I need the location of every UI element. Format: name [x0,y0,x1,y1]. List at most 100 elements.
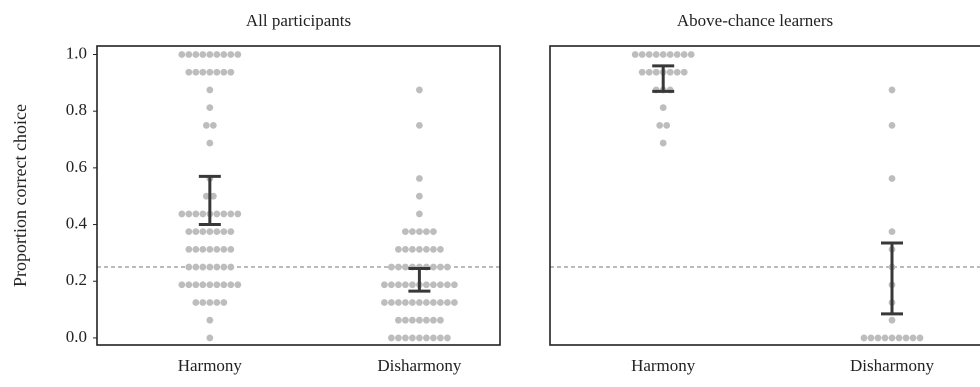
data-point [909,334,917,342]
data-point [645,51,653,58]
data-point [416,192,423,200]
data-point [402,245,409,253]
data-point [423,299,430,306]
y-tick-label: 1.0 [66,43,87,62]
data-point [888,228,896,236]
data-point [402,263,409,271]
data-point [202,121,210,129]
data-point [416,86,423,94]
data-point [631,51,639,58]
data-point [213,210,221,218]
x-tick-label: Disharmony [850,356,935,375]
y-tick-label: 0.6 [66,157,87,176]
data-point [416,299,423,306]
data-point [437,316,444,324]
data-point [409,334,416,342]
data-point [199,228,207,236]
data-point [192,210,200,218]
data-point [213,245,221,253]
data-point [199,245,207,253]
data-point [202,192,210,200]
data-point [220,51,228,58]
data-point [220,245,228,253]
data-point [416,175,423,182]
data-point [867,334,875,342]
y-tick-label: 0.8 [66,100,87,119]
data-point [227,263,235,271]
panel-title: All participants [246,11,351,30]
data-point [192,281,200,289]
data-point [185,51,193,58]
data-point [451,299,458,306]
data-point [185,228,193,236]
data-point [199,263,207,271]
data-point [409,245,416,253]
data-point [209,121,217,129]
data-point [388,281,395,289]
x-tick-label: Harmony [631,356,696,375]
data-point [666,68,674,76]
data-point [213,263,221,271]
data-point [206,281,214,289]
data-point [206,68,214,76]
data-point [673,68,681,76]
data-point [227,228,235,236]
data-point [916,334,924,342]
data-point [423,281,430,289]
data-point [437,245,444,253]
data-point [409,228,416,236]
data-point [416,334,423,342]
data-point [673,51,681,58]
y-tick-label: 0.2 [66,270,87,289]
plot-frame [549,45,980,346]
data-point [874,334,882,342]
data-point [652,68,660,76]
data-point [178,281,186,289]
data-point [430,245,437,253]
data-point [888,316,896,324]
data-point [423,245,430,253]
data-point [680,68,688,76]
x-tick-label: Harmony [178,356,243,375]
data-point [430,334,437,342]
data-point [423,316,430,324]
data-point [199,51,207,58]
data-point [409,316,416,324]
data-point [395,281,402,289]
data-point [234,210,242,218]
plot-frame [96,45,501,346]
data-point [402,316,409,324]
data-point [416,210,423,218]
data-point [206,228,214,236]
data-point [213,299,221,306]
data-point [444,299,451,306]
data-point [860,334,868,342]
data-point [192,263,200,271]
data-point [451,281,458,289]
data-point [206,299,214,306]
data-point [192,245,200,253]
data-point [902,334,910,342]
data-point [402,334,409,342]
data-point [659,139,667,147]
data-point [199,299,207,306]
data-point [206,263,214,271]
data-point [895,334,903,342]
data-point [199,210,207,218]
y-tick-label: 0.4 [66,213,88,232]
data-point [206,104,214,112]
data-point [663,121,671,129]
data-point [444,263,451,271]
data-point [178,51,186,58]
data-point [645,68,653,76]
data-point [430,228,437,236]
y-tick-label: 0.0 [66,327,87,346]
data-point [409,281,416,289]
data-point [206,334,214,342]
data-point [206,245,214,253]
data-point [680,51,688,58]
data-point [888,121,896,129]
data-point [227,281,235,289]
data-point [199,281,207,289]
data-point [185,263,193,271]
